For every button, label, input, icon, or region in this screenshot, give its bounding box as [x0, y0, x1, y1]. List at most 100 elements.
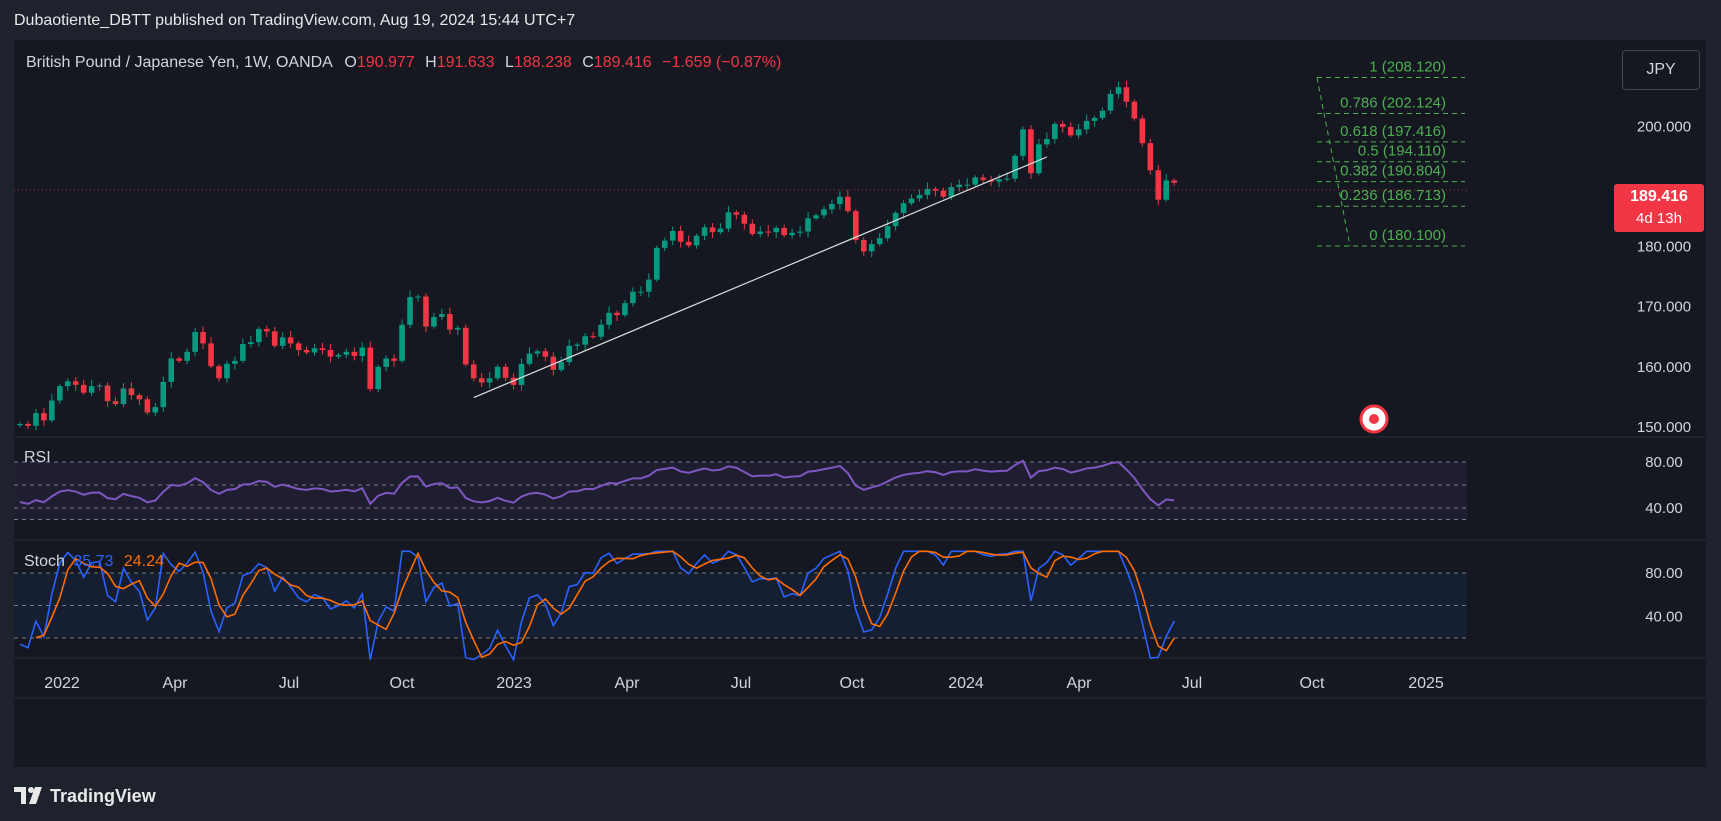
candle-body	[1131, 101, 1138, 119]
candle	[240, 338, 246, 363]
candle	[1052, 121, 1058, 144]
bar-countdown: 4d 13h	[1636, 210, 1682, 227]
candle-body	[224, 363, 230, 379]
candle	[144, 396, 151, 415]
candle-body	[184, 351, 190, 361]
candle-body	[868, 244, 875, 252]
candle-body	[152, 407, 159, 413]
candle-body	[208, 343, 214, 367]
stoch-k-value: 35.73	[73, 553, 114, 570]
candle-body	[176, 358, 182, 361]
candle-body	[964, 184, 971, 186]
candle-body	[805, 218, 811, 232]
candle-body	[1020, 129, 1026, 156]
candle-body	[860, 239, 867, 252]
candle	[351, 347, 358, 361]
fib-level-label: 0.236 (186.713)	[1340, 187, 1446, 204]
candle	[407, 290, 413, 329]
fib-level-label: 0.382 (190.804)	[1340, 163, 1446, 180]
candle	[797, 226, 803, 238]
candle-body	[431, 316, 437, 327]
candle	[160, 376, 167, 412]
candle-body	[661, 240, 668, 248]
candle	[399, 319, 405, 363]
candle-body	[1147, 143, 1154, 171]
candle	[622, 299, 628, 318]
candle-body	[821, 209, 827, 216]
chart-panel[interactable]: 1 (208.120) 0.786 (202.124) 0.618 (197.416…	[14, 40, 1706, 767]
stoch-legend: Stoch 35.73 24.24	[24, 553, 164, 571]
candle-body	[383, 358, 389, 367]
candle	[391, 354, 397, 367]
open-label: O	[344, 54, 357, 71]
symbol-name: British Pound / Japanese Yen, 1W, OANDA	[26, 54, 332, 71]
candle	[431, 312, 437, 329]
candle-body	[741, 214, 748, 224]
candle-body	[813, 215, 819, 219]
candle-body	[685, 241, 692, 246]
candle	[152, 402, 159, 416]
chart-svg[interactable]: 1 (208.120) 0.786 (202.124) 0.618 (197.416…	[14, 40, 1706, 767]
candle	[765, 225, 772, 237]
candle-body	[287, 337, 294, 344]
candle	[248, 335, 254, 348]
time-tick-label: Jul	[279, 675, 299, 692]
price-tick-label: 170.000	[1637, 299, 1691, 316]
candle-body	[407, 297, 413, 325]
candle-body	[41, 413, 47, 421]
candle	[932, 186, 939, 197]
candle-body	[248, 342, 254, 345]
candle-body	[566, 345, 573, 363]
time-tick-label: 2025	[1408, 675, 1444, 692]
candle	[120, 383, 127, 408]
rsi-band	[14, 462, 1467, 520]
candle	[1044, 132, 1050, 148]
candle-body	[614, 312, 620, 316]
candle	[749, 219, 756, 237]
candle	[136, 393, 143, 406]
candle	[582, 332, 588, 351]
candle	[534, 349, 541, 357]
candle	[1059, 120, 1066, 133]
candle	[980, 174, 986, 184]
candle-body	[749, 223, 756, 234]
candle-body	[1044, 138, 1050, 145]
candle-body	[669, 230, 676, 241]
candle-body	[343, 351, 350, 355]
candle-body	[295, 343, 302, 351]
time-tick-label: Jul	[731, 675, 751, 692]
fib-trend-line	[1316, 77, 1351, 247]
candle	[996, 173, 1002, 188]
candle	[964, 178, 971, 191]
stoch-label: Stoch	[24, 553, 65, 570]
candle	[1139, 115, 1146, 147]
pane-separators	[14, 436, 1706, 699]
candle-body	[956, 184, 963, 188]
candle-body	[96, 385, 103, 387]
candle	[1091, 115, 1098, 127]
candle	[287, 330, 294, 348]
candle	[327, 343, 334, 363]
candle-body	[693, 235, 700, 246]
candle	[709, 223, 716, 238]
candle	[717, 223, 724, 235]
candle-body	[1115, 87, 1122, 94]
candle	[558, 356, 565, 372]
candle-body	[486, 378, 493, 383]
alert-marker[interactable]	[1359, 404, 1389, 434]
currency-button[interactable]: JPY	[1622, 50, 1700, 90]
candle-body	[876, 238, 883, 245]
candle-body	[574, 344, 580, 346]
candle	[263, 325, 270, 338]
candle-body	[638, 291, 644, 293]
candle-body	[311, 348, 318, 353]
publisher-attribution: Dubaotiente_DBTT published on TradingVie…	[14, 12, 576, 29]
candle-body	[773, 227, 779, 233]
candle-body	[582, 336, 588, 345]
candle-body	[263, 328, 270, 332]
candle	[646, 273, 652, 298]
tradingview-logo[interactable]: TradingView	[14, 783, 156, 809]
change-value: −1.659 (−0.87%)	[662, 54, 782, 71]
last-price-badge: 189.416 4d 13h	[1614, 184, 1704, 232]
candle	[614, 310, 620, 321]
